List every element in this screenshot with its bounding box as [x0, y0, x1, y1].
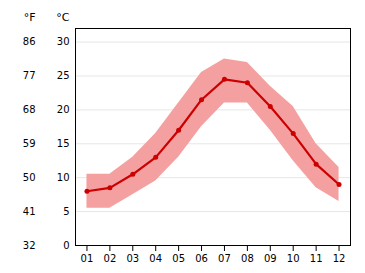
svg-text:07: 07: [218, 253, 231, 264]
svg-text:06: 06: [195, 253, 208, 264]
svg-text:11: 11: [310, 253, 323, 264]
svg-text:03: 03: [126, 253, 139, 264]
svg-text:01: 01: [81, 253, 94, 264]
svg-text:10: 10: [287, 253, 300, 264]
svg-text:86: 86: [23, 36, 36, 47]
svg-text:°C: °C: [56, 11, 70, 24]
svg-text:68: 68: [23, 104, 36, 115]
svg-text:59: 59: [23, 138, 36, 149]
svg-text:02: 02: [104, 253, 117, 264]
svg-text:10: 10: [57, 172, 70, 183]
svg-text:04: 04: [149, 253, 162, 264]
svg-text:15: 15: [57, 138, 70, 149]
svg-text:30: 30: [57, 36, 70, 47]
svg-text:25: 25: [57, 70, 70, 81]
svg-text:08: 08: [241, 253, 254, 264]
svg-text:0: 0: [63, 240, 69, 251]
svg-text:09: 09: [264, 253, 277, 264]
svg-text:50: 50: [23, 172, 36, 183]
svg-text:77: 77: [23, 70, 36, 81]
svg-text:20: 20: [57, 104, 70, 115]
svg-text:5: 5: [63, 206, 69, 217]
svg-text:12: 12: [333, 253, 346, 264]
svg-text:41: 41: [23, 206, 36, 217]
svg-text:°F: °F: [24, 11, 36, 24]
svg-text:32: 32: [23, 240, 36, 251]
svg-text:05: 05: [172, 253, 185, 264]
